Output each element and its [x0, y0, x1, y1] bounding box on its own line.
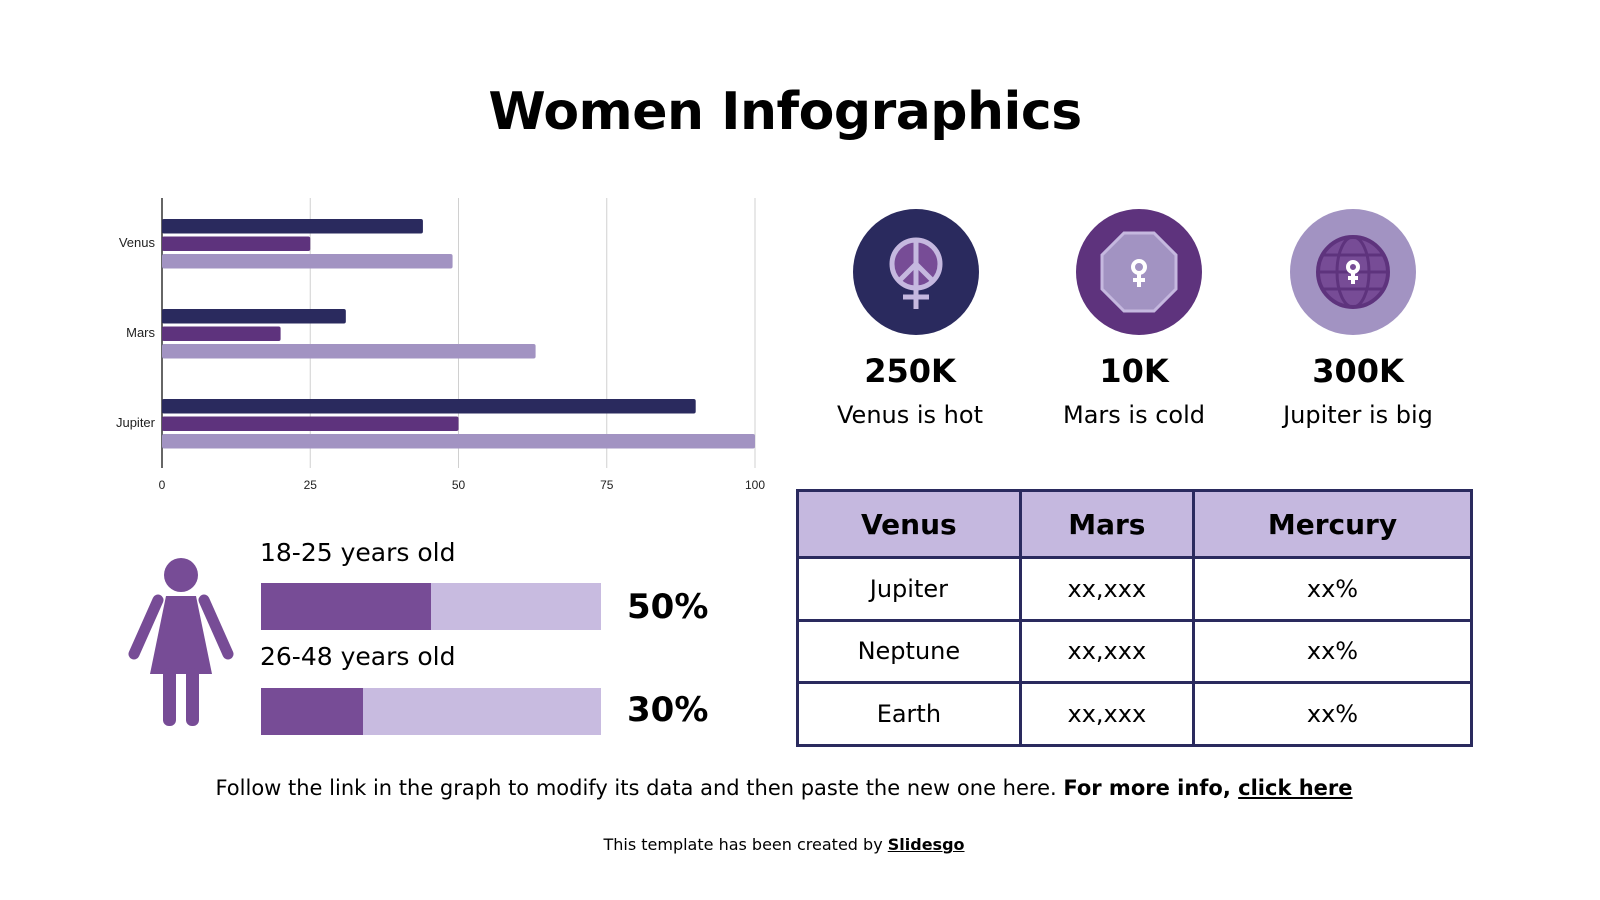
data-table: Venus Mars Mercury Jupiter xx,xxx xx% Nept…	[796, 489, 1474, 747]
x-tick-label: 75	[600, 478, 614, 492]
table-cell: Jupiter	[796, 556, 1022, 622]
bar	[162, 434, 755, 449]
table-cell: Neptune	[796, 618, 1022, 685]
bar	[162, 399, 696, 414]
bar	[162, 254, 453, 269]
progress-bar	[261, 688, 601, 735]
table-header: Mercury	[1191, 489, 1474, 559]
y-tick-label: Venus	[119, 235, 156, 250]
progress-label: 26-48 years old	[260, 642, 456, 671]
progress-label: 18-25 years old	[260, 538, 456, 567]
table-row: Jupiter xx,xxx xx%	[796, 556, 1474, 622]
progress-fill	[261, 583, 431, 630]
table-row: Earth xx,xxx xx%	[796, 681, 1474, 747]
stat-label: Jupiter is big	[1283, 401, 1433, 429]
bar	[162, 326, 281, 341]
bar	[162, 344, 536, 359]
stat-value: 250K	[864, 352, 956, 390]
table-header: Mars	[1018, 489, 1195, 559]
table-cell: xx,xxx	[1018, 556, 1195, 622]
bar	[162, 309, 346, 324]
table-cell: Earth	[796, 681, 1022, 747]
stat-label: Venus is hot	[837, 401, 983, 429]
y-tick-label: Jupiter	[116, 415, 156, 430]
stat-value: 10K	[1099, 352, 1169, 390]
table-header: Venus	[796, 489, 1022, 559]
stat-value: 300K	[1312, 352, 1404, 390]
table-header-row: Venus Mars Mercury	[796, 489, 1474, 559]
table-cell: xx%	[1191, 556, 1474, 622]
footer-bold: For more info,	[1063, 776, 1239, 800]
progress-fill	[261, 688, 363, 735]
octagon-female-icon	[1076, 209, 1202, 335]
slidesgo-link[interactable]: Slidesgo	[887, 835, 965, 854]
x-tick-label: 50	[452, 478, 466, 492]
footer-text: Follow the link in the graph to modify i…	[215, 776, 1064, 800]
credit: This template has been created by Slides…	[0, 835, 1568, 854]
y-tick-label: Mars	[126, 325, 155, 340]
bar-chart: 0 25 50 75 100 Venus Mars Jupiter	[116, 198, 765, 492]
table-cell: xx%	[1191, 618, 1474, 685]
bar	[162, 416, 459, 431]
progress-percent: 30%	[627, 690, 709, 730]
progress-percent: 50%	[627, 587, 709, 627]
credit-text: This template has been created by	[603, 835, 888, 854]
table-cell: xx,xxx	[1018, 618, 1195, 685]
footer-note: Follow the link in the graph to modify i…	[0, 776, 1568, 800]
progress-bar	[261, 583, 601, 630]
globe-female-icon	[1290, 209, 1416, 335]
table-cell: xx%	[1191, 681, 1474, 747]
table-row: Neptune xx,xxx xx%	[796, 618, 1474, 685]
woman-icon	[128, 558, 234, 726]
x-tick-label: 100	[745, 478, 765, 492]
x-tick-label: 0	[159, 478, 166, 492]
table-cell: xx,xxx	[1018, 681, 1195, 747]
x-tick-label: 25	[304, 478, 318, 492]
bar	[162, 236, 311, 251]
click-here-link[interactable]: click here	[1238, 776, 1353, 800]
stat-label: Mars is cold	[1063, 401, 1205, 429]
page-title: Women Infographics	[488, 82, 1082, 142]
peace-female-icon	[853, 209, 979, 335]
bar	[162, 219, 423, 234]
